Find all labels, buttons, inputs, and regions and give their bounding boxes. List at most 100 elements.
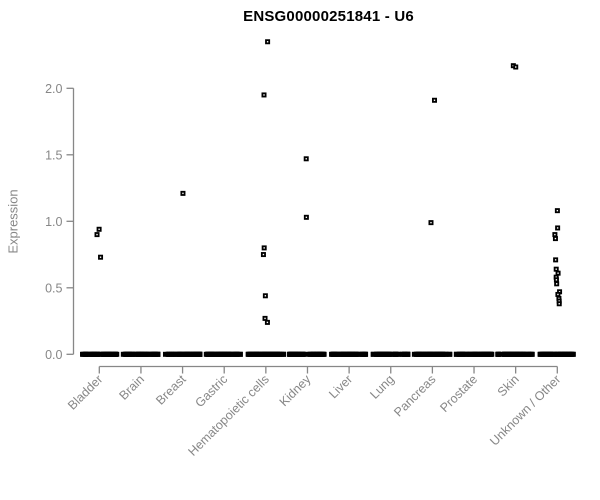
data-point bbox=[88, 351, 94, 357]
data-point-center bbox=[264, 295, 267, 297]
data-point bbox=[529, 351, 535, 357]
data-point bbox=[551, 351, 557, 357]
data-point-center bbox=[554, 237, 557, 240]
data-point bbox=[167, 351, 173, 357]
tick-label: Breast bbox=[153, 372, 189, 408]
data-point bbox=[292, 351, 298, 357]
data-point bbox=[288, 351, 294, 357]
data-point bbox=[98, 351, 104, 357]
data-point bbox=[383, 351, 389, 357]
data-point bbox=[339, 351, 345, 357]
data-point bbox=[431, 351, 437, 357]
data-point bbox=[214, 351, 220, 357]
data-point bbox=[90, 351, 96, 357]
data-point bbox=[220, 351, 226, 357]
data-point-center bbox=[266, 41, 269, 43]
data-point bbox=[374, 351, 380, 357]
data-point bbox=[300, 351, 306, 357]
data-point-center bbox=[556, 209, 559, 212]
data-point bbox=[268, 351, 274, 357]
data-point bbox=[505, 351, 511, 357]
data-point bbox=[440, 351, 446, 357]
data-point bbox=[205, 351, 211, 357]
data-point-center bbox=[264, 317, 266, 320]
data-point-center bbox=[515, 66, 517, 68]
data-point bbox=[558, 351, 564, 357]
data-point bbox=[353, 351, 359, 357]
data-point-center bbox=[555, 268, 557, 270]
tick-label: 1.5 bbox=[45, 148, 62, 162]
data-point bbox=[151, 351, 157, 357]
data-point bbox=[398, 351, 404, 357]
tick-label: Skin bbox=[495, 372, 522, 399]
tick-label: Bladder bbox=[65, 372, 105, 412]
data-point-center bbox=[433, 99, 436, 101]
data-point bbox=[320, 351, 326, 357]
data-point bbox=[377, 351, 383, 357]
data-point bbox=[310, 351, 316, 357]
data-point bbox=[80, 351, 86, 357]
data-point bbox=[566, 351, 572, 357]
data-point bbox=[476, 351, 482, 357]
data-point bbox=[186, 351, 192, 357]
data-point bbox=[107, 351, 113, 357]
data-point bbox=[517, 351, 523, 357]
data-point bbox=[281, 351, 287, 357]
data-point bbox=[442, 351, 448, 357]
data-point bbox=[334, 351, 340, 357]
data-point bbox=[418, 351, 424, 357]
tick-label: Brain bbox=[117, 372, 148, 403]
data-point bbox=[568, 351, 574, 357]
tick-label: 0.5 bbox=[45, 281, 62, 295]
data-point bbox=[140, 351, 146, 357]
data-point-center bbox=[554, 233, 556, 236]
data-point-center bbox=[263, 247, 265, 249]
data-point bbox=[562, 351, 568, 357]
data-point bbox=[538, 351, 544, 357]
data-point bbox=[193, 351, 199, 357]
data-point bbox=[402, 351, 408, 357]
data-point bbox=[146, 351, 152, 357]
data-point bbox=[136, 351, 142, 357]
data-point bbox=[134, 351, 140, 357]
data-point bbox=[237, 351, 243, 357]
data-point bbox=[434, 351, 440, 357]
data-point bbox=[466, 351, 472, 357]
data-point bbox=[479, 351, 485, 357]
data-point-center bbox=[555, 276, 557, 278]
tick-label: Kidney bbox=[277, 372, 314, 409]
data-point-center bbox=[99, 256, 102, 258]
data-point bbox=[473, 351, 479, 357]
data-point bbox=[120, 351, 126, 357]
data-point bbox=[423, 351, 429, 357]
data-point bbox=[197, 351, 203, 357]
data-point-center bbox=[557, 293, 559, 296]
data-point bbox=[427, 351, 433, 357]
data-point bbox=[315, 351, 321, 357]
data-point-center bbox=[262, 253, 265, 256]
data-point bbox=[218, 351, 224, 357]
chart-title: ENSG00000251841 - U6 bbox=[243, 8, 414, 25]
data-point bbox=[509, 351, 515, 357]
data-point-center bbox=[305, 158, 307, 160]
data-point bbox=[447, 351, 453, 357]
data-point bbox=[183, 351, 189, 357]
data-point bbox=[405, 351, 411, 357]
data-point bbox=[129, 351, 135, 357]
data-point bbox=[362, 351, 368, 357]
data-point bbox=[209, 351, 215, 357]
tick-label: 0.0 bbox=[45, 348, 62, 362]
data-point bbox=[274, 351, 280, 357]
tick-label: Gastric bbox=[192, 372, 230, 410]
tick-label: Pancreas bbox=[391, 372, 438, 419]
data-point bbox=[260, 351, 266, 357]
data-point bbox=[359, 351, 365, 357]
tick-label: Hematopoietic cells bbox=[185, 372, 272, 459]
data-point bbox=[488, 351, 494, 357]
data-point bbox=[548, 351, 554, 357]
tick-label: Lung bbox=[367, 372, 397, 402]
data-point-center bbox=[266, 321, 269, 324]
data-point bbox=[460, 351, 466, 357]
data-point bbox=[347, 351, 353, 357]
